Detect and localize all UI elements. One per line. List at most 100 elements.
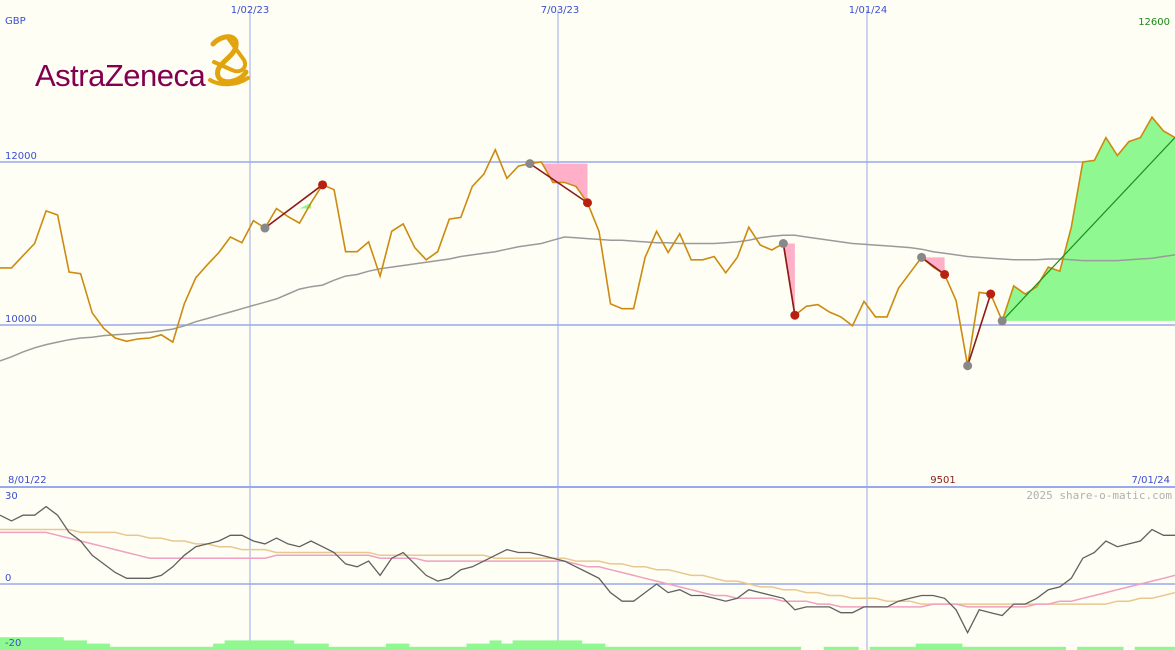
- volume-bar-13: [132, 646, 145, 650]
- peak-marker-5: [963, 361, 973, 371]
- volume-bar-14: [144, 646, 156, 650]
- volume-bar-92: [1042, 646, 1055, 650]
- osc-tick-30: 30: [5, 491, 18, 502]
- oscillator-fast-line: [0, 505, 1175, 635]
- trough-marker-3: [790, 310, 800, 320]
- volume-bar-41: [455, 646, 467, 650]
- high-value-label: 12600: [1138, 17, 1170, 28]
- volume-bar-43: [478, 643, 491, 650]
- volume-bar-4: [28, 637, 41, 650]
- currency-label: GBP: [5, 16, 26, 27]
- volume-bar-19: [201, 646, 214, 650]
- volume-bar-5: [40, 637, 53, 650]
- volume-bar-9: [86, 643, 99, 650]
- volume-bar-53: [593, 643, 606, 650]
- peak-marker-1: [260, 223, 270, 233]
- volume-bar-83: [938, 643, 951, 650]
- moving-average-line: [0, 234, 1175, 362]
- volume-bar-27: [293, 643, 306, 650]
- volume-bars: [0, 637, 1175, 650]
- volume-bar-34: [374, 646, 387, 650]
- price-panel: [0, 115, 1175, 488]
- volume-bar-31: [339, 646, 352, 650]
- trough-marker-1: [318, 180, 328, 190]
- volume-bar-82: [927, 643, 940, 650]
- logo-swirl-3: [208, 76, 250, 87]
- volume-bar-45: [501, 643, 514, 650]
- volume-bar-57: [639, 646, 652, 650]
- peak-marker-3: [778, 239, 788, 248]
- peak-marker-4: [917, 252, 927, 262]
- volume-bar-28: [305, 643, 318, 650]
- volume-bar-49: [547, 640, 560, 650]
- volume-bar-102: [1157, 646, 1170, 650]
- volume-bar-35: [385, 643, 398, 650]
- drop-fill-2: [529, 163, 588, 203]
- volume-bar-90: [1019, 646, 1032, 650]
- volume-bar-32: [351, 646, 364, 650]
- volume-bar-79: [892, 646, 905, 650]
- drop-line-2: [529, 162, 588, 204]
- volume-bar-73: [823, 646, 836, 650]
- volume-bar-1: [0, 637, 7, 650]
- watermark: 2025 share-o-matic.com: [1026, 489, 1172, 502]
- volume-bar-88: [996, 646, 1009, 650]
- volume-bar-60: [673, 646, 686, 650]
- volume-bar-67: [754, 646, 767, 650]
- volume-bar-40: [443, 646, 456, 650]
- volume-bar-93: [1054, 646, 1066, 650]
- volume-bar-24: [259, 640, 272, 650]
- vertical-gridlines: [249, 10, 868, 650]
- volume-bar-44: [489, 640, 502, 650]
- volume-bar-65: [731, 646, 744, 650]
- volume-bar-61: [685, 646, 698, 650]
- volume-bar-54: [604, 646, 617, 650]
- volume-bar-20: [213, 643, 226, 650]
- volume-bar-11: [109, 646, 122, 650]
- volume-bar-36: [397, 643, 410, 650]
- drop-lines: [264, 162, 992, 366]
- volume-bar-10: [97, 643, 110, 650]
- drop-line-4: [921, 256, 946, 276]
- volume-bar-66: [743, 646, 755, 650]
- x-start-label: 8/01/22: [8, 475, 47, 486]
- osc-tick-0: 0: [5, 573, 11, 584]
- volume-bar-52: [581, 643, 594, 650]
- volume-bar-17: [178, 646, 191, 650]
- volume-bar-18: [190, 646, 203, 650]
- x-tick-1: 1/02/23: [231, 5, 270, 16]
- volume-bar-68: [766, 646, 779, 650]
- volume-bar-37: [408, 646, 421, 650]
- volume-bar-47: [524, 640, 537, 650]
- volume-bar-84: [950, 643, 963, 650]
- volume-bar-22: [236, 640, 249, 650]
- volume-bar-95: [1077, 646, 1090, 650]
- volume-bar-69: [777, 646, 790, 650]
- volume-bar-21: [224, 640, 237, 650]
- volume-bar-86: [973, 646, 986, 650]
- rise-fill-2: [1002, 117, 1175, 321]
- volume-bar-23: [247, 640, 260, 650]
- volume-bar-15: [155, 646, 168, 650]
- oscillator-slow-line: [0, 531, 1175, 608]
- volume-bar-74: [835, 646, 848, 650]
- volume-bar-78: [881, 646, 894, 650]
- trend-line: [1001, 137, 1175, 322]
- y-tick-10000: 10000: [5, 314, 37, 325]
- volume-bar-59: [662, 646, 675, 650]
- volume-bar-6: [51, 637, 64, 650]
- volume-bar-12: [121, 646, 133, 650]
- volume-bar-75: [846, 646, 859, 650]
- volume-bar-56: [627, 646, 640, 650]
- rise-fill-1: [276, 202, 312, 209]
- volume-bar-97: [1100, 646, 1113, 650]
- volume-bar-29: [316, 643, 329, 650]
- volume-bar-62: [696, 646, 709, 650]
- y-tick-12000: 12000: [5, 151, 37, 162]
- volume-bar-96: [1088, 646, 1101, 650]
- oscillator-panel: [0, 505, 1175, 650]
- volume-bar-38: [420, 646, 433, 650]
- volume-bar-16: [167, 646, 179, 650]
- logo-swirl-2: [212, 36, 247, 74]
